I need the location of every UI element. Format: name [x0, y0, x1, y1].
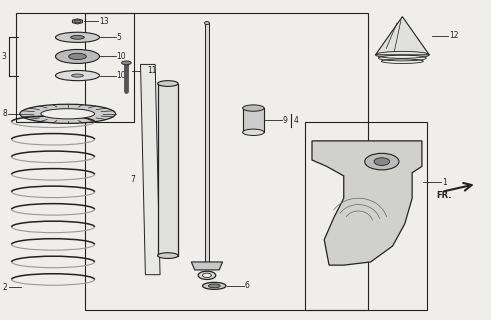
Text: 3: 3 — [2, 52, 7, 61]
Text: 7: 7 — [131, 175, 136, 184]
Polygon shape — [191, 262, 222, 270]
Ellipse shape — [205, 21, 209, 25]
Text: FR.: FR. — [436, 191, 452, 200]
Ellipse shape — [203, 273, 211, 277]
Text: 13: 13 — [99, 17, 109, 26]
Text: 1: 1 — [442, 178, 447, 187]
Text: 5: 5 — [116, 33, 121, 42]
Ellipse shape — [243, 129, 264, 135]
Ellipse shape — [55, 50, 100, 63]
Ellipse shape — [158, 81, 178, 86]
Bar — [304, 122, 427, 310]
Ellipse shape — [71, 36, 84, 39]
Text: 10: 10 — [116, 71, 126, 80]
Ellipse shape — [69, 53, 86, 60]
Ellipse shape — [72, 74, 83, 77]
Bar — [16, 13, 134, 122]
Bar — [85, 13, 368, 310]
Ellipse shape — [41, 109, 95, 119]
Text: 4: 4 — [294, 116, 299, 125]
Polygon shape — [312, 141, 422, 265]
Ellipse shape — [158, 253, 178, 259]
Text: 6: 6 — [245, 281, 249, 290]
Ellipse shape — [208, 284, 220, 288]
Polygon shape — [376, 17, 429, 55]
Text: 10: 10 — [116, 52, 126, 61]
Ellipse shape — [55, 32, 100, 43]
Ellipse shape — [198, 271, 216, 279]
Ellipse shape — [55, 70, 100, 81]
Ellipse shape — [374, 158, 390, 165]
Text: 9: 9 — [283, 116, 288, 125]
Polygon shape — [72, 19, 82, 24]
Ellipse shape — [74, 20, 81, 23]
Ellipse shape — [203, 282, 226, 289]
Ellipse shape — [121, 61, 131, 65]
Text: 11: 11 — [147, 66, 156, 75]
Text: 2: 2 — [3, 283, 7, 292]
Ellipse shape — [365, 153, 399, 170]
Bar — [243, 108, 264, 132]
Bar — [158, 84, 178, 256]
Polygon shape — [140, 64, 160, 275]
Text: 8: 8 — [2, 109, 7, 118]
Bar — [205, 23, 209, 262]
Ellipse shape — [20, 104, 115, 123]
Text: 12: 12 — [449, 31, 458, 40]
Ellipse shape — [243, 105, 264, 111]
